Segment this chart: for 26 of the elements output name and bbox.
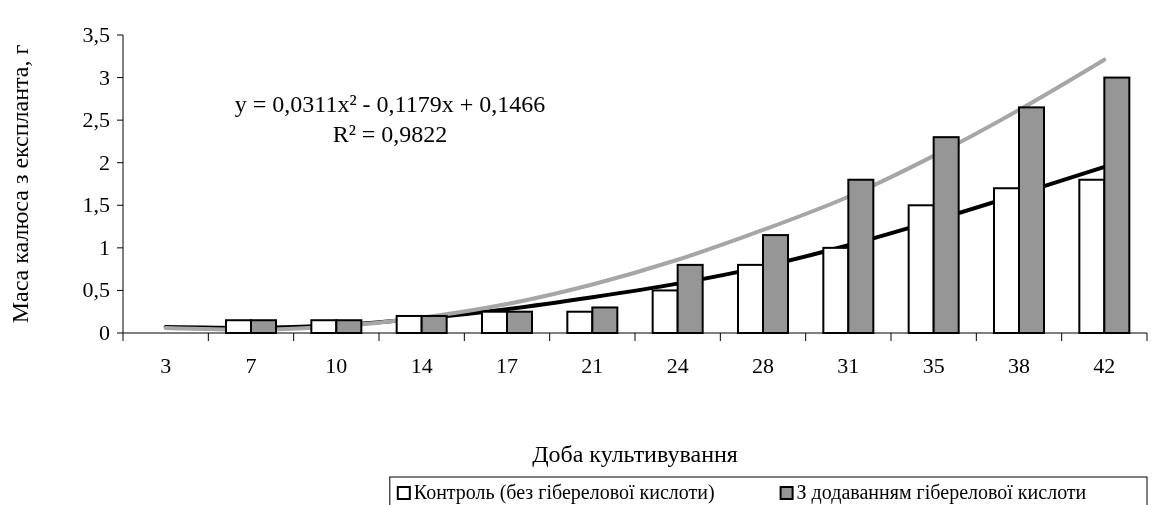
x-tick-label: 3 (160, 353, 172, 378)
x-tick-label: 21 (581, 353, 604, 378)
y-tick-label: 0 (99, 320, 110, 345)
y-tick-label: 2 (99, 149, 110, 175)
annotation: R² = 0,9822 (332, 121, 448, 147)
annotation: y = 0,0311x² - 0,1179x + 0,1466 (234, 91, 546, 117)
y-tick-label: 3 (99, 64, 110, 90)
x-tick-label: 35 (922, 353, 945, 378)
x-tick-label: 42 (1093, 353, 1116, 378)
x-tick-label: 28 (752, 353, 774, 378)
x-tick-label: 24 (666, 353, 689, 378)
legend-label: Контроль (без гіберелової кислоти) (413, 481, 715, 504)
x-tick-label: 7 (245, 353, 257, 378)
x-tick-label: 17 (496, 353, 518, 378)
y-tick-label: 2,5 (82, 107, 110, 133)
x-tick-label: 14 (410, 353, 433, 378)
y-axis-title: Маса калюса з експланта, г (7, 44, 33, 324)
y-tick-label: 1 (99, 234, 110, 260)
legend-label: З додаванням гіберелової кислоти (796, 481, 1087, 504)
y-tick-label: 0,5 (82, 277, 110, 303)
x-tick-label: 38 (1008, 353, 1030, 378)
x-axis-title: Доба культивування (532, 441, 738, 467)
x-tick-label: 31 (837, 353, 860, 378)
x-tick-label: 10 (325, 353, 348, 378)
y-tick-label: 1,5 (82, 192, 110, 218)
y-tick-label: 3,5 (82, 22, 110, 47)
